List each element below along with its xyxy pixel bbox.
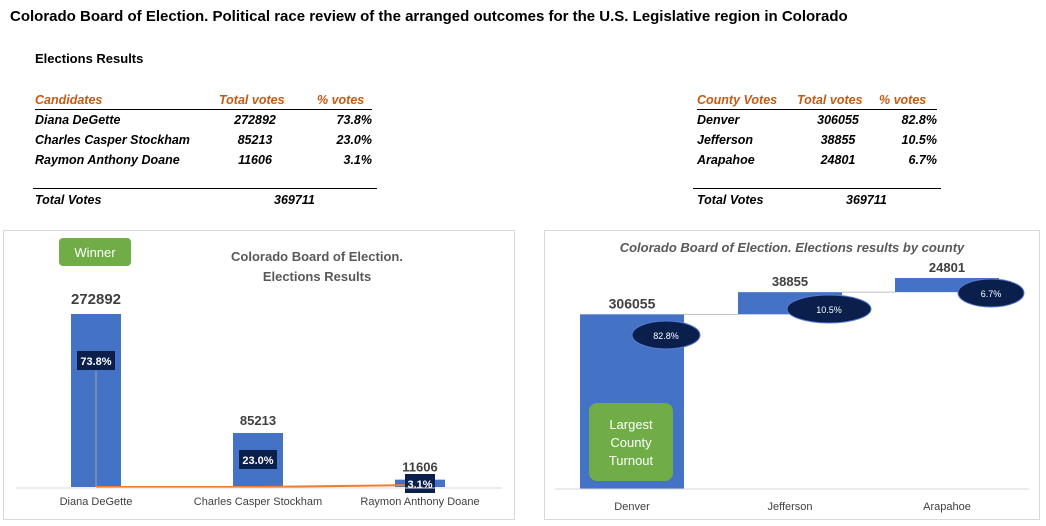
divider xyxy=(693,188,941,189)
candidate-name: Diana DeGette xyxy=(35,113,121,127)
data-label: 24801 xyxy=(929,260,965,275)
x-tick-label: Denver xyxy=(614,501,650,513)
percent-label: 82.8% xyxy=(653,331,679,341)
percent-bubble xyxy=(786,294,872,324)
chart-title: Colorado Board of Election. xyxy=(231,249,403,264)
percent-box xyxy=(77,351,115,370)
total-votes-label: Total Votes xyxy=(697,193,764,207)
candidates-chart-panel: Colorado Board of Election. Elections Res… xyxy=(3,230,515,520)
x-tick-label: Diana DeGette xyxy=(60,496,133,508)
data-label: 306055 xyxy=(609,295,656,311)
section-title: Elections Results xyxy=(35,51,144,66)
column-header-total-votes: Total votes xyxy=(797,91,879,110)
county-percent: 6.7% xyxy=(908,153,938,167)
county-table: County Votes Total votes % votes Denver … xyxy=(697,91,937,170)
county-chart-panel: Colorado Board of Election. Elections re… xyxy=(544,230,1040,520)
percent-bubble xyxy=(631,320,701,350)
largest-turnout-badge xyxy=(589,403,673,481)
column-header-total-votes: Total votes xyxy=(215,91,295,110)
percent-label: 3.1% xyxy=(407,479,432,491)
chart-title: Colorado Board of Election. Elections re… xyxy=(620,240,965,255)
x-tick-label: Jefferson xyxy=(767,501,812,513)
total-votes-value: 369711 xyxy=(274,193,315,207)
table-row: Diana DeGette 272892 73.8% xyxy=(35,110,372,131)
column-header-candidates: Candidates xyxy=(35,91,215,110)
data-label: 272892 xyxy=(71,291,121,308)
winner-badge xyxy=(59,238,131,266)
county-votes: 24801 xyxy=(820,153,856,167)
percent-label: 23.0% xyxy=(242,455,273,467)
table-row: Raymon Anthony Doane 11606 3.1% xyxy=(35,150,372,170)
largest-turnout-label: Turnout xyxy=(609,453,654,468)
candidate-percent: 3.1% xyxy=(343,153,373,167)
county-percent: 82.8% xyxy=(901,113,937,127)
percent-box xyxy=(239,450,277,469)
divider xyxy=(33,188,377,189)
data-label: 38855 xyxy=(772,274,808,289)
candidate-votes: 85213 xyxy=(237,133,273,147)
total-votes-label: Total Votes xyxy=(35,193,102,207)
table-row: Jefferson 38855 10.5% xyxy=(697,130,937,150)
table-header-row: County Votes Total votes % votes xyxy=(697,91,937,110)
county-name: Denver xyxy=(697,113,740,127)
column-header-county-votes: County Votes xyxy=(697,91,797,110)
data-label: 85213 xyxy=(240,413,276,428)
candidates-bar-chart: Colorado Board of Election. Elections Res… xyxy=(16,238,502,508)
county-name: Jefferson xyxy=(697,133,754,147)
x-tick-label: Raymon Anthony Doane xyxy=(360,496,479,508)
county-votes: 38855 xyxy=(820,133,856,147)
column-header-percent-votes: % votes xyxy=(879,91,937,110)
table-row: Denver 306055 82.8% xyxy=(697,110,937,131)
x-tick-label: Arapahoe xyxy=(923,501,971,513)
percent-bubble xyxy=(957,278,1025,308)
total-votes-value: 369711 xyxy=(846,193,887,207)
page-title: Colorado Board of Election. Political ra… xyxy=(10,8,848,25)
percent-label: 73.8% xyxy=(80,356,111,368)
percent-label: 6.7% xyxy=(981,289,1002,299)
largest-turnout-label: Largest xyxy=(609,417,653,432)
chart-title: Elections Results xyxy=(263,269,371,284)
county-percent: 10.5% xyxy=(901,133,937,147)
candidate-percent: 73.8% xyxy=(336,113,372,127)
candidate-name: Charles Casper Stockham xyxy=(35,133,190,147)
data-label: 11606 xyxy=(402,460,437,475)
candidate-votes: 11606 xyxy=(238,153,272,167)
candidates-table: Candidates Total votes % votes Diana DeG… xyxy=(35,91,372,170)
connector-line xyxy=(96,484,421,488)
county-waterfall-chart: Colorado Board of Election. Elections re… xyxy=(555,240,1029,513)
table-header-row: Candidates Total votes % votes xyxy=(35,91,372,110)
x-tick-label: Charles Casper Stockham xyxy=(194,496,322,508)
county-name: Arapahoe xyxy=(697,153,755,167)
percent-label: 10.5% xyxy=(816,305,842,315)
table-row: Arapahoe 24801 6.7% xyxy=(697,150,937,170)
candidate-percent: 23.0% xyxy=(336,133,372,147)
largest-turnout-label: County xyxy=(610,435,652,450)
candidate-name: Raymon Anthony Doane xyxy=(35,153,180,167)
winner-badge-label: Winner xyxy=(74,245,116,260)
column-header-percent-votes: % votes xyxy=(295,91,372,110)
candidate-votes: 272892 xyxy=(234,113,276,127)
county-votes: 306055 xyxy=(817,113,859,127)
table-row: Charles Casper Stockham 85213 23.0% xyxy=(35,130,372,150)
